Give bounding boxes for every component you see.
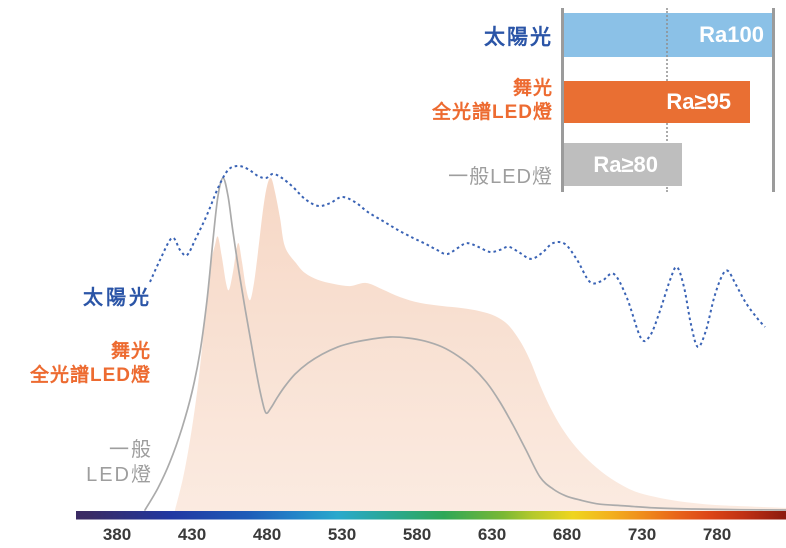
x-tick-label: 530 [328, 525, 356, 544]
cri-axis-line-right [772, 8, 775, 192]
cri-value-full-spectrum-led: Ra≥95 [666, 89, 731, 114]
x-tick-label: 780 [703, 525, 731, 544]
cri-label-full-spectrum-led-line1: 舞光 [512, 78, 553, 99]
generic-led-curve-label-line1: 一般 [109, 439, 153, 461]
cri-value-sunlight: Ra100 [699, 22, 764, 47]
full-spectrum-led-area [175, 177, 786, 512]
x-tick-label: 380 [103, 525, 131, 544]
cri-axis-line-left [561, 8, 564, 192]
wavelength-spectrum-strip [76, 511, 786, 520]
sunlight-curve-label: 太陽光 [83, 287, 152, 309]
x-tick-label: 430 [178, 525, 206, 544]
x-tick-label: 480 [253, 525, 281, 544]
cri-label-full-spectrum-led: 舞光 全光譜LED燈 [432, 77, 553, 125]
x-tick-label: 580 [403, 525, 431, 544]
cri-label-full-spectrum-led-line2: 全光譜LED燈 [431, 102, 553, 123]
sunlight-curve [149, 164, 766, 348]
cri-bar-full-spectrum-led: Ra≥95 [564, 81, 750, 123]
generic-led-curve-label: 一般 LED燈 [86, 438, 153, 488]
cri-bar-generic-led: Ra≥80 [564, 143, 682, 186]
x-tick-label: 680 [553, 525, 581, 544]
generic-led-curve-label-line2: LED燈 [86, 464, 153, 486]
generic-led-curve [144, 177, 786, 511]
x-tick-label: 730 [628, 525, 656, 544]
full-spectrum-led-curve-label: 舞光 全光譜LED燈 [30, 340, 151, 388]
full-spectrum-led-curve-label-line2: 全光譜LED燈 [29, 365, 151, 386]
cri-label-sunlight: 太陽光 [484, 26, 553, 49]
cri-bar-sunlight: Ra100 [564, 13, 773, 57]
x-tick-label: 630 [478, 525, 506, 544]
full-spectrum-led-curve-label-line1: 舞光 [110, 341, 151, 362]
cri-label-generic-led: 一般LED燈 [448, 166, 553, 188]
cri-value-generic-led: Ra≥80 [593, 151, 658, 177]
x-axis-tick-labels: 380 430 480 530 580 630 680 730 780 [103, 525, 731, 544]
